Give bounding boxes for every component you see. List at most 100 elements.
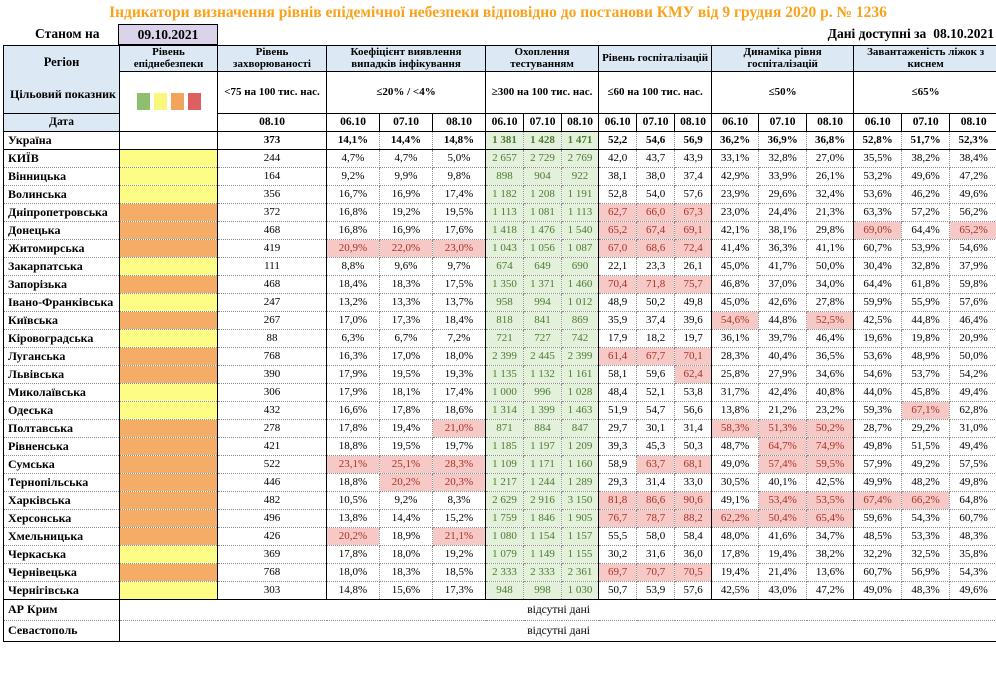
region-cell: Херсонська [3,509,120,528]
testing-cell: 1 154 [523,527,563,546]
hospitalization-dynamics-cell: 47,2% [806,581,855,600]
detection-coefficient-cell: 9,6% [379,257,433,276]
target-value-group-4: ≤50% [711,70,855,115]
table-row: Хмельницька 426 20,2% 18,9% 21,1% 1 080 1 154 1… [3,527,996,546]
table-row: Полтавська 278 17,8% 19,4% 21,0% 871 884 847 29,… [3,419,996,438]
oxygen-beds-cell: 49,6% [949,581,996,600]
incidence-cell: 247 [217,293,327,312]
testing-cell: 2 916 [523,491,563,510]
incidence-cell: 111 [217,257,327,276]
hospitalization-dynamics-cell: 41,1% [806,239,855,258]
hospitalization-dynamics-cell: 59,5% [806,455,855,474]
hospitalization-dynamics-cell: 21,2% [758,401,808,420]
oxygen-beds-cell: 32,8% [901,257,951,276]
oxygen-beds-cell: 46,2% [901,185,951,204]
epidemic-level-cell [119,401,218,420]
detection-coefficient-cell: 16,7% [326,185,380,204]
oxygen-beds-cell: 53,3% [901,527,951,546]
testing-cell: 2 333 [485,563,525,582]
hospitalization-dynamics-cell: 48,7% [711,437,760,456]
epidemic-level-cell [119,527,218,546]
table-row: Сумська 522 23,1% 25,1% 28,3% 1 109 1 171 1 160… [3,455,996,474]
data-available: Дані доступні за 08.10.2021 [828,26,994,42]
table-row: Львівська 390 17,9% 19,5% 19,3% 1 135 1 132 1 1… [3,365,996,384]
table-row: Київська 267 17,0% 17,3% 18,4% 818 841 869 35,9 3… [3,311,996,330]
date-cell-g0-0: 08.10 [217,113,327,132]
oxygen-beds-cell: 30,4% [853,257,903,276]
testing-cell: 1 012 [561,293,600,312]
hospitalization-cell: 22,1 [598,257,638,276]
hospitalization-cell: 43,7 [636,149,676,168]
testing-cell: 2 361 [561,563,600,582]
hospitalization-cell: 30,2 [598,545,638,564]
testing-cell: 1 149 [523,545,563,564]
testing-cell: 1 289 [561,473,600,492]
epidemic-level-cell [119,131,218,150]
incidence-cell: 267 [217,311,327,330]
epidemic-level-cell [119,257,218,276]
detection-coefficient-cell: 22,0% [379,239,433,258]
hospitalization-cell: 67,0 [598,239,638,258]
testing-cell: 1 540 [561,221,600,240]
testing-cell: 1 160 [561,455,600,474]
region-cell: Тернопільська [3,473,120,492]
detection-coefficient-cell: 18,3% [379,563,433,582]
hospitalization-cell: 63,7 [636,455,676,474]
epidemic-level-cell [119,563,218,582]
incidence-cell: 421 [217,437,327,456]
hospitalization-dynamics-cell: 21,4% [758,563,808,582]
testing-cell: 1 428 [523,131,563,150]
testing-cell: 1 197 [523,437,563,456]
oxygen-beds-cell: 48,5% [853,527,903,546]
testing-cell: 3 150 [561,491,600,510]
table-row: КИЇВ 244 4,7% 4,7% 5,0% 2 657 2 729 2 769 42,0 43… [3,149,996,168]
detection-coefficient-cell: 19,5% [379,365,433,384]
oxygen-beds-cell: 49,2% [901,455,951,474]
hospitalization-dynamics-cell: 42,5% [711,581,760,600]
region-cell: Закарпатська [3,257,120,276]
oxygen-beds-cell: 47,2% [949,167,996,186]
table-row: Вінницька 164 9,2% 9,9% 9,8% 898 904 922 38,1 38,… [3,167,996,186]
testing-cell: 1 217 [485,473,525,492]
testing-cell: 1 185 [485,437,525,456]
date-cell-g4-1: 07.10 [758,113,808,132]
hospitalization-cell: 59,6 [636,365,676,384]
testing-cell: 996 [523,383,563,402]
date-cell-g1-2: 08.10 [431,113,487,132]
epidemic-level-cell [119,437,218,456]
oxygen-beds-cell: 64,4% [853,275,903,294]
testing-cell: 818 [485,311,525,330]
hospitalization-dynamics-cell: 39,7% [758,329,808,348]
hospitalization-dynamics-cell: 49,0% [711,455,760,474]
hospitalization-dynamics-cell: 24,4% [758,203,808,222]
hospitalization-dynamics-cell: 34,0% [806,275,855,294]
hospitalization-cell: 53,9 [636,581,676,600]
page-title: Індикатори визначення рівнів епідемічної… [109,4,887,21]
oxygen-beds-cell: 38,4% [949,149,996,168]
date-cell-g4-2: 08.10 [806,113,855,132]
region-cell: Миколаївська [3,383,120,402]
date-cell-g5-2: 08.10 [949,113,996,132]
date-cell-g1-0: 06.10 [326,113,380,132]
oxygen-beds-cell: 49,6% [949,185,996,204]
oxygen-beds-cell: 49,0% [853,581,903,600]
oxygen-beds-cell: 59,8% [949,275,996,294]
epidemic-level-cell [119,185,218,204]
hospitalization-dynamics-cell: 36,9% [758,131,808,150]
date-cell-g1-1: 07.10 [379,113,433,132]
testing-cell: 1 080 [485,527,525,546]
oxygen-beds-cell: 53,6% [853,185,903,204]
epidemic-level-cell [119,419,218,438]
detection-coefficient-cell: 9,2% [326,167,380,186]
region-cell: АР Крим [3,599,120,621]
oxygen-beds-cell: 35,8% [949,545,996,564]
oxygen-beds-cell: 67,4% [853,491,903,510]
table-row: Запорізька 468 18,4% 18,3% 17,5% 1 350 1 371 1 … [3,275,996,294]
hospitalization-dynamics-cell: 58,3% [711,419,760,438]
oxygen-beds-cell: 54,3% [949,563,996,582]
oxygen-beds-cell: 20,9% [949,329,996,348]
incidence-cell: 164 [217,167,327,186]
detection-coefficient-cell: 18,5% [431,563,487,582]
oxygen-beds-cell: 45,8% [901,383,951,402]
table-row: Закарпатська 111 8,8% 9,6% 9,7% 674 649 690 22,1… [3,257,996,276]
